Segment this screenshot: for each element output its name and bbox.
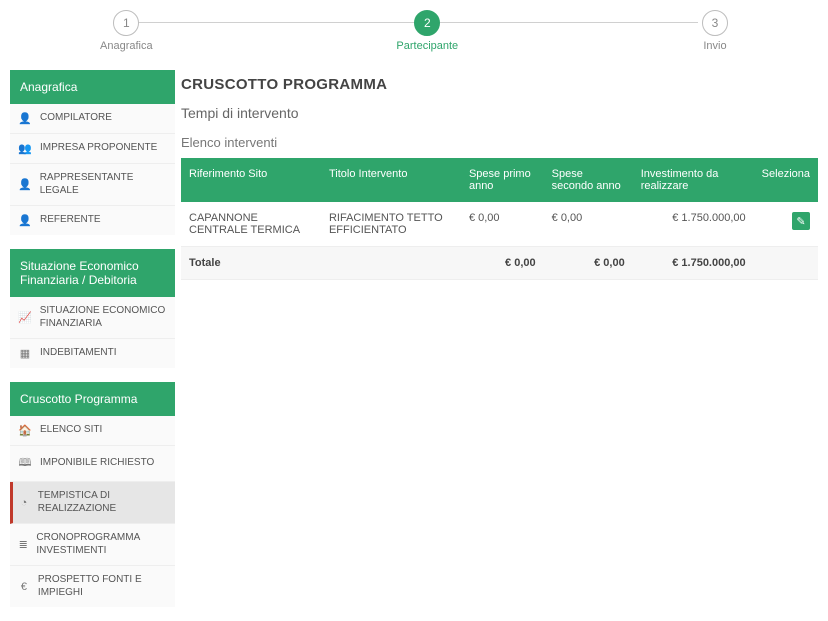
total-label: Totale bbox=[181, 247, 461, 280]
step-3-circle: 3 bbox=[702, 10, 728, 36]
sidebar-item-label: IMPONIBILE RICHIESTO bbox=[40, 457, 154, 470]
cell-inv: € 1.750.000,00 bbox=[633, 202, 754, 247]
edit-button[interactable]: ✎ bbox=[792, 212, 810, 230]
cell-seleziona: ✎ bbox=[754, 202, 818, 247]
user-icon: 👤 bbox=[18, 112, 32, 125]
sidebar-section: Anagrafica 👤 COMPILATORE 👥 IMPRESA PROPONENT… bbox=[10, 70, 175, 235]
section-title: Tempi di intervento bbox=[181, 105, 818, 121]
step-1[interactable]: 1 Anagrafica bbox=[100, 10, 153, 52]
step-1-circle: 1 bbox=[113, 10, 139, 36]
sidebar-item-label: COMPILATORE bbox=[40, 112, 112, 125]
interventi-table: Riferimento Sito Titolo Intervento Spese… bbox=[181, 158, 818, 280]
sidebar: Anagrafica 👤 COMPILATORE 👥 IMPRESA PROPONENT… bbox=[0, 70, 175, 621]
sidebar-item[interactable]: ▦ INDEBITAMENTI bbox=[10, 339, 175, 368]
sidebar-item-label: ELENCO SITI bbox=[40, 424, 102, 437]
sidebar-item[interactable]: ≣ CRONOPROGRAMMA INVESTIMENTI bbox=[10, 524, 175, 566]
stepper: 1 Anagrafica 2 Partecipante 3 Invio bbox=[0, 0, 828, 70]
list-icon: ≣ bbox=[18, 538, 28, 551]
total-empty bbox=[754, 247, 818, 280]
chart-icon: 📈 bbox=[18, 311, 32, 324]
sidebar-item[interactable]: 👤 REFERENTE bbox=[10, 206, 175, 235]
step-3[interactable]: 3 Invio bbox=[702, 10, 728, 52]
th-titolo: Titolo Intervento bbox=[321, 158, 461, 202]
users-icon: 👥 bbox=[18, 142, 32, 155]
th-rif: Riferimento Sito bbox=[181, 158, 321, 202]
sidebar-section-header: Anagrafica bbox=[10, 70, 175, 104]
cell-spese1: € 0,00 bbox=[461, 202, 544, 247]
euro-icon: € bbox=[18, 581, 30, 593]
step-2[interactable]: 2 Partecipante bbox=[396, 10, 458, 52]
edit-icon: ✎ bbox=[796, 215, 805, 228]
sidebar-section-header: Situazione Economico Finanziaria / Debit… bbox=[10, 249, 175, 297]
sidebar-list: 🏠 ELENCO SITI 🕮 IMPONIBILE RICHIESTO ◔ TEMPIS… bbox=[10, 416, 175, 607]
sidebar-item[interactable]: ◔ TEMPISTICA DI REALIZZAZIONE bbox=[10, 482, 175, 524]
sidebar-item[interactable]: 📈 SITUAZIONE ECONOMICO FINANZIARIA bbox=[10, 297, 175, 339]
sidebar-item[interactable]: € PROSPETTO FONTI E IMPIEGHI bbox=[10, 566, 175, 607]
book-icon: 🕮 bbox=[18, 454, 32, 473]
user-icon: 👤 bbox=[18, 214, 32, 227]
sidebar-item-label: RAPPRESENTANTE LEGALE bbox=[40, 172, 167, 197]
user-icon: 👤 bbox=[18, 178, 32, 191]
table-total-row: Totale€ 0,00€ 0,00€ 1.750.000,00 bbox=[181, 247, 818, 280]
sidebar-item[interactable]: 👥 IMPRESA PROPONENTE bbox=[10, 134, 175, 164]
total-inv: € 1.750.000,00 bbox=[633, 247, 754, 280]
page-title: CRUSCOTTO PROGRAMMA bbox=[181, 76, 818, 93]
table-header-row: Riferimento Sito Titolo Intervento Spese… bbox=[181, 158, 818, 202]
sidebar-item[interactable]: 👤 RAPPRESENTANTE LEGALE bbox=[10, 164, 175, 206]
sidebar-list: 📈 SITUAZIONE ECONOMICO FINANZIARIA ▦ INDEBI… bbox=[10, 297, 175, 368]
th-spese1: Spese primo anno bbox=[461, 158, 544, 202]
step-1-label: Anagrafica bbox=[100, 40, 153, 52]
sidebar-item[interactable]: 👤 COMPILATORE bbox=[10, 104, 175, 134]
sub-title: Elenco interventi bbox=[181, 135, 818, 150]
th-sel: Seleziona bbox=[754, 158, 818, 202]
sidebar-item-label: PROSPETTO FONTI E IMPIEGHI bbox=[38, 574, 167, 599]
sidebar-list: 👤 COMPILATORE 👥 IMPRESA PROPONENTE 👤 RAPPRESE… bbox=[10, 104, 175, 235]
sidebar-item-label: INDEBITAMENTI bbox=[40, 347, 116, 360]
sidebar-item-label: CRONOPROGRAMMA INVESTIMENTI bbox=[36, 532, 167, 557]
total-spese2: € 0,00 bbox=[544, 247, 633, 280]
total-spese1: € 0,00 bbox=[461, 247, 544, 280]
sidebar-section: Cruscotto Programma 🏠 ELENCO SITI 🕮 IMPONIBI… bbox=[10, 382, 175, 607]
step-2-label: Partecipante bbox=[396, 40, 458, 52]
sidebar-item-label: IMPRESA PROPONENTE bbox=[40, 142, 157, 155]
table-row: CAPANNONE CENTRALE TERMICARIFACIMENTO TE… bbox=[181, 202, 818, 247]
sidebar-item-label: SITUAZIONE ECONOMICO FINANZIARIA bbox=[40, 305, 167, 330]
home-icon: 🏠 bbox=[18, 424, 32, 437]
clock-icon: ◔ bbox=[18, 497, 30, 509]
sidebar-item[interactable]: 🕮 IMPONIBILE RICHIESTO bbox=[10, 446, 175, 482]
step-2-circle: 2 bbox=[414, 10, 440, 36]
cell-rif: CAPANNONE CENTRALE TERMICA bbox=[181, 202, 321, 247]
th-spese2: Spese secondo anno bbox=[544, 158, 633, 202]
th-inv: Investimento da realizzare bbox=[633, 158, 754, 202]
cell-spese2: € 0,00 bbox=[544, 202, 633, 247]
sidebar-section-header: Cruscotto Programma bbox=[10, 382, 175, 416]
sidebar-item[interactable]: 🏠 ELENCO SITI bbox=[10, 416, 175, 446]
sidebar-section: Situazione Economico Finanziaria / Debit… bbox=[10, 249, 175, 368]
content: CRUSCOTTO PROGRAMMA Tempi di intervento … bbox=[175, 70, 828, 280]
table-icon: ▦ bbox=[18, 347, 32, 360]
sidebar-item-label: REFERENTE bbox=[40, 214, 101, 227]
sidebar-item-label: TEMPISTICA DI REALIZZAZIONE bbox=[38, 490, 167, 515]
step-3-label: Invio bbox=[703, 40, 726, 52]
cell-titolo: RIFACIMENTO TETTO EFFICIENTATO bbox=[321, 202, 461, 247]
